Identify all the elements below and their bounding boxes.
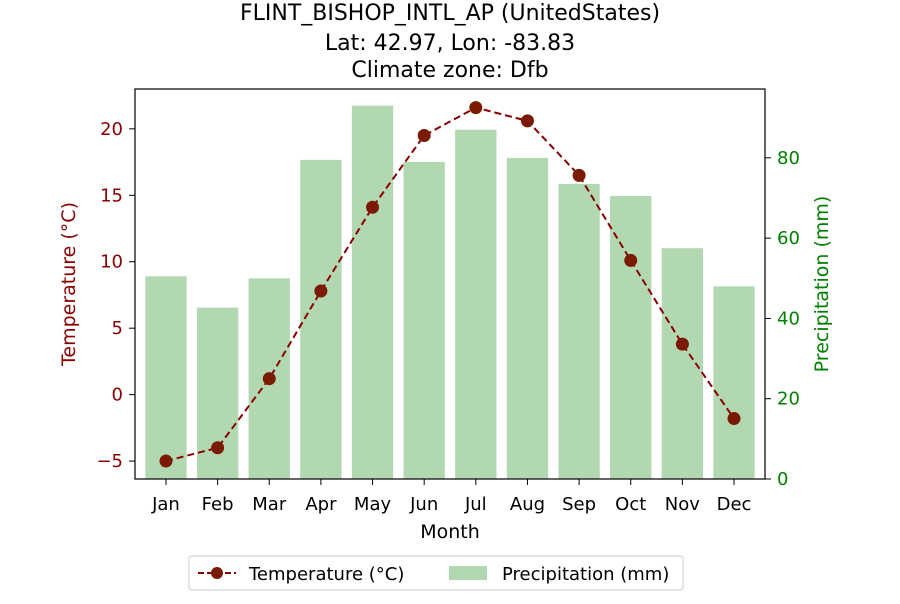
x-axis-label: Month xyxy=(420,521,480,543)
chart-title: FLINT_BISHOP_INTL_AP (UnitedStates) Lat:… xyxy=(240,1,660,83)
temperature-point-jan xyxy=(159,454,173,468)
temperature-point-mar xyxy=(262,372,276,386)
right-tick-label: 20 xyxy=(777,389,800,410)
x-tick-label: Apr xyxy=(305,494,337,515)
chart-title-line-1: FLINT_BISHOP_INTL_AP (UnitedStates) xyxy=(240,1,660,26)
temperature-point-nov xyxy=(675,337,689,351)
x-tick-label: Mar xyxy=(252,494,287,515)
x-tick-label: Dec xyxy=(717,494,752,515)
x-tick-label: May xyxy=(354,494,392,515)
legend-precipitation-swatch xyxy=(449,566,487,580)
x-tick-label: Jul xyxy=(464,494,487,515)
left-tick-label: 15 xyxy=(100,185,123,206)
x-tick-label: Jan xyxy=(151,494,180,515)
left-tick-label: 0 xyxy=(112,385,123,406)
precipitation-bar-dec xyxy=(713,286,755,479)
precipitation-bar-sep xyxy=(558,183,600,480)
precipitation-bar-jul xyxy=(455,129,497,479)
right-axis-ticks: 0 20 40 60 80 xyxy=(765,148,800,490)
temperature-line xyxy=(165,106,735,463)
right-tick-label: 60 xyxy=(777,228,800,249)
left-axis-label: Temperature (°C) xyxy=(58,202,80,367)
x-tick-label: Sep xyxy=(562,494,596,515)
temperature-point-aug xyxy=(520,114,534,128)
precipitation-bars xyxy=(145,105,755,480)
temperature-point-dec xyxy=(727,412,741,426)
legend-precipitation-label: Precipitation (mm) xyxy=(502,564,669,585)
right-axis-label: Precipitation (mm) xyxy=(811,196,833,373)
x-tick-label: Jun xyxy=(409,494,438,515)
temperature-point-oct xyxy=(624,253,638,267)
temperature-point-jul xyxy=(469,101,483,115)
temperature-line-group xyxy=(159,101,741,468)
plot-frame xyxy=(134,88,766,480)
temperature-point-sep xyxy=(572,168,586,182)
precipitation-bar-jan xyxy=(145,276,187,479)
legend-box xyxy=(188,555,684,591)
precipitation-bar-jun xyxy=(403,161,445,479)
precipitation-bar-may xyxy=(351,105,394,480)
precipitation-bar-oct xyxy=(610,195,652,479)
temperature-point-jun xyxy=(417,129,431,143)
precipitation-bar-aug xyxy=(506,157,549,479)
chart-title-line-2: Lat: 42.97, Lon: -83.83 xyxy=(325,31,575,56)
chart-legend: Temperature (°C) Precipitation (mm) xyxy=(188,555,684,591)
right-tick-label: 40 xyxy=(777,308,800,329)
left-axis-ticks: −5 0 5 10 15 20 xyxy=(96,119,135,472)
legend-temperature-label: Temperature (°C) xyxy=(248,564,404,585)
temperature-point-feb xyxy=(211,441,225,455)
left-tick-label: 20 xyxy=(100,119,123,140)
x-tick-label: Nov xyxy=(665,494,700,515)
precipitation-bar-apr xyxy=(300,159,342,479)
chart-title-line-3: Climate zone: Dfb xyxy=(351,58,548,83)
right-tick-label: 0 xyxy=(777,469,788,490)
x-tick-label: Oct xyxy=(615,494,646,515)
legend-temperature-marker xyxy=(211,567,223,579)
temperature-point-may xyxy=(366,200,380,214)
temperature-point-apr xyxy=(314,284,328,298)
x-axis-ticks: Jan Feb Mar Apr May Jun Jul Aug Sep Oct Nov Dec xyxy=(151,479,751,515)
x-tick-label: Aug xyxy=(510,494,545,515)
left-tick-label: 10 xyxy=(100,252,123,273)
left-tick-label: −5 xyxy=(96,451,123,472)
left-tick-label: 5 xyxy=(112,318,123,339)
right-tick-label: 80 xyxy=(777,148,800,169)
x-tick-label: Feb xyxy=(202,494,234,515)
